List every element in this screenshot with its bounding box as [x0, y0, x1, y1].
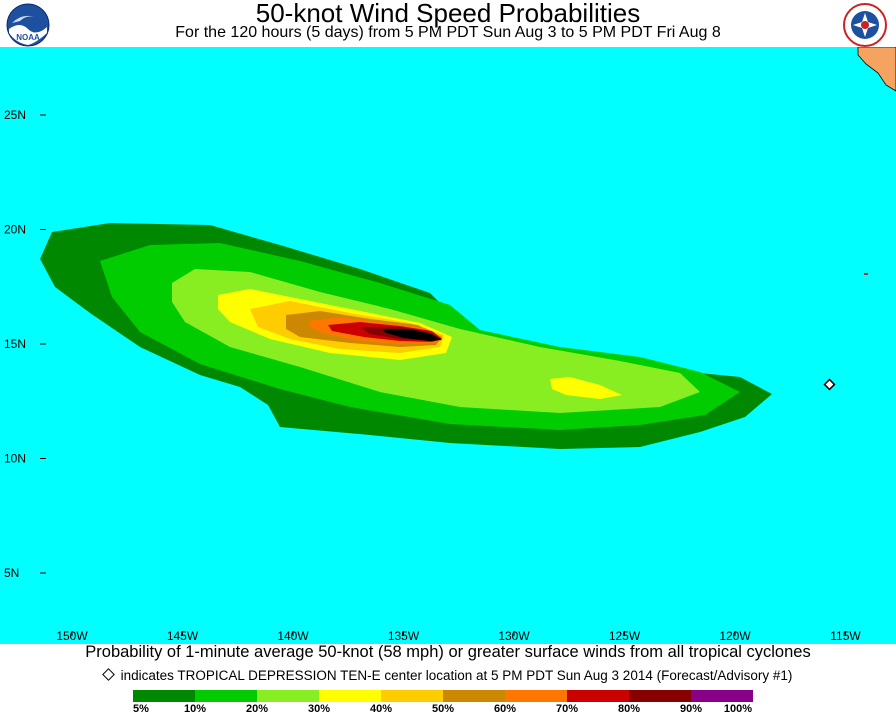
- legend-label: 70%: [555, 703, 579, 715]
- probability-map: 150W 145W 140W 135W 130W 125W 120W 115W 25N 20N 1…: [0, 47, 896, 644]
- legend-swatch: [319, 690, 381, 702]
- diamond-marker-icon: [101, 668, 115, 681]
- legend-label: 90%: [679, 703, 703, 715]
- legend-labels: 5% 10% 20% 30% 40% 50% 60% 70% 80% 90% 100%: [0, 703, 896, 716]
- legend-label: 30%: [307, 703, 331, 715]
- lon-label: 115W: [830, 629, 861, 643]
- legend-label: 20%: [245, 703, 269, 715]
- prob-band-90: [382, 329, 442, 341]
- legend-swatch: [691, 690, 753, 702]
- lat-label: 25N: [4, 108, 26, 122]
- marker-note-text: indicates TROPICAL DEPRESSION TEN-E cent…: [120, 668, 793, 683]
- lon-label: 140W: [277, 629, 309, 643]
- color-legend: [133, 690, 753, 702]
- legend-swatch: [505, 690, 567, 702]
- svg-text:NOAA: NOAA: [16, 33, 40, 42]
- storm-center-marker: [823, 378, 836, 391]
- prob-band-30-east: [550, 377, 622, 399]
- legend-swatch: [629, 690, 691, 702]
- legend-swatch: [567, 690, 629, 702]
- chart-title: 50-knot Wind Speed Probabilities: [255, 0, 641, 28]
- legend-label: 10%: [183, 703, 207, 715]
- island-speck: [864, 273, 868, 275]
- legend-swatch: [443, 690, 505, 702]
- lat-label: 20N: [4, 223, 26, 237]
- map-caption: Probability of 1-minute average 50-knot …: [85, 643, 811, 661]
- lon-label: 145W: [167, 629, 199, 643]
- legend-swatch: [133, 690, 195, 702]
- lon-label: 130W: [498, 629, 530, 643]
- legend-label: 50%: [431, 703, 455, 715]
- lon-label: 150W: [56, 629, 88, 643]
- lat-label: 15N: [4, 337, 26, 351]
- legend-label: 80%: [617, 703, 641, 715]
- lat-label: 5N: [4, 566, 19, 580]
- legend-swatch: [195, 690, 257, 702]
- chart-subtitle: For the 120 hours (5 days) from 5 PM PDT…: [175, 24, 721, 41]
- legend-swatch: [257, 690, 319, 702]
- legend-label: 100%: [723, 703, 753, 715]
- legend-swatch: [381, 690, 443, 702]
- marker-note: indicates TROPICAL DEPRESSION TEN-E cent…: [0, 668, 896, 683]
- nws-logo: [843, 3, 887, 47]
- baja-california-land: [857, 47, 896, 92]
- lat-label: 10N: [4, 452, 26, 466]
- lon-label: 120W: [719, 629, 751, 643]
- lon-label: 125W: [609, 629, 641, 643]
- legend-label: 40%: [369, 703, 393, 715]
- noaa-logo: NOAA: [6, 3, 50, 47]
- legend-label: 60%: [493, 703, 517, 715]
- legend-label: 5%: [133, 703, 149, 715]
- lon-label: 135W: [388, 629, 420, 643]
